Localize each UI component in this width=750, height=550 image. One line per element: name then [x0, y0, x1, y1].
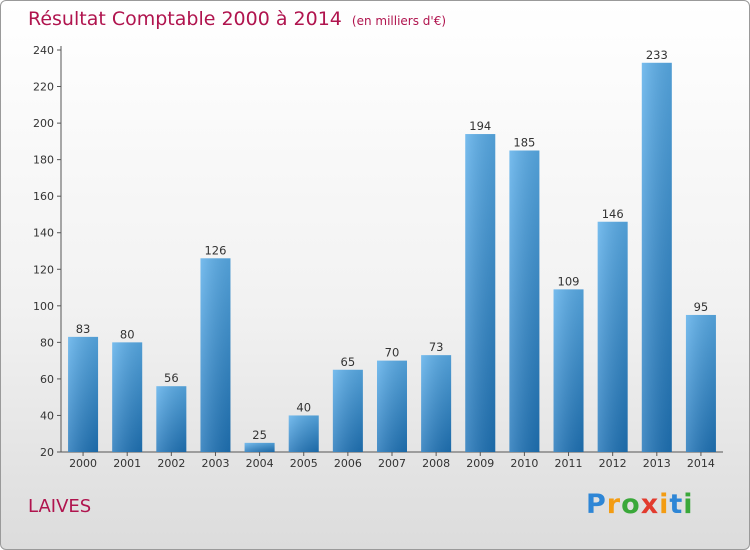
x-tick-label: 2007 — [378, 457, 406, 470]
chart-title-unit: (en milliers d'€) — [351, 14, 447, 28]
x-tick-label: 2000 — [69, 457, 97, 470]
bar-shade — [509, 150, 540, 452]
bar-shade — [597, 221, 628, 452]
chart-title: Résultat Comptable 2000 à 2014 (en millie… — [28, 8, 446, 30]
y-tick-label: 200 — [33, 117, 54, 130]
logo-letter: P — [586, 489, 607, 520]
commune-name: LAIVES — [28, 496, 92, 517]
bar-shade — [244, 442, 275, 452]
y-tick-label: 100 — [33, 300, 54, 313]
value-label: 126 — [204, 243, 226, 257]
logo-letter: i — [683, 489, 694, 520]
y-tick-label: 120 — [33, 263, 54, 276]
y-tick-label: 180 — [33, 154, 54, 167]
y-tick-label: 20 — [40, 446, 54, 459]
bar-shade — [685, 314, 716, 452]
value-label: 109 — [558, 274, 580, 288]
bar-shade — [112, 342, 143, 452]
bar-shade — [332, 369, 363, 452]
x-tick-label: 2011 — [555, 457, 583, 470]
value-label: 25 — [252, 428, 267, 442]
x-tick-label: 2004 — [246, 457, 274, 470]
logo-letter: r — [606, 489, 622, 520]
bar-shade — [68, 336, 99, 452]
value-label: 80 — [120, 327, 135, 341]
value-label: 95 — [694, 300, 709, 314]
bar-shade — [288, 415, 319, 452]
bar-shade — [377, 360, 407, 452]
x-tick-label: 2002 — [157, 457, 185, 470]
y-tick-label: 40 — [40, 409, 54, 422]
y-tick-label: 160 — [33, 190, 54, 203]
proxiti-logo: Proxiti — [586, 489, 694, 520]
bar-shade — [421, 355, 452, 452]
value-label: 40 — [296, 400, 311, 414]
x-tick-label: 2003 — [201, 457, 229, 470]
x-tick-label: 2010 — [510, 457, 538, 470]
x-tick-label: 2008 — [422, 457, 450, 470]
logo-letter: t — [669, 489, 684, 520]
x-tick-label: 2013 — [643, 457, 671, 470]
y-tick-label: 80 — [40, 336, 54, 349]
value-label: 73 — [429, 340, 444, 354]
value-label: 65 — [341, 355, 356, 369]
value-label: 56 — [164, 371, 179, 385]
bar-shade — [553, 289, 584, 452]
x-tick-label: 2012 — [599, 457, 627, 470]
bar-shade — [641, 62, 672, 453]
logo-letter: x — [640, 489, 660, 520]
y-tick-label: 220 — [33, 81, 54, 94]
value-label: 83 — [76, 322, 91, 336]
value-label: 185 — [513, 136, 535, 150]
y-tick-label: 60 — [40, 373, 54, 386]
bar-shade — [156, 386, 187, 452]
value-labels: 83 80 56 126 25 40 65 70 73 194 185 109 146 233 95 — [76, 48, 709, 442]
x-tick-label: 2005 — [290, 457, 318, 470]
bars — [68, 62, 716, 453]
y-tick-label: 240 — [33, 44, 54, 57]
x-tick-label: 2009 — [466, 457, 494, 470]
x-tick-label: 2001 — [113, 457, 141, 470]
value-label: 194 — [469, 119, 491, 133]
chart-title-main: Résultat Comptable 2000 à 2014 — [28, 8, 342, 30]
value-label: 70 — [385, 346, 400, 360]
logo-letter: i — [659, 489, 670, 520]
x-tick-label: 2006 — [334, 457, 362, 470]
logo-letter: o — [621, 489, 641, 520]
value-label: 233 — [646, 48, 668, 62]
value-label: 146 — [602, 207, 624, 221]
bar-shade — [200, 258, 231, 452]
bar-shade — [465, 134, 496, 452]
y-tick-label: 140 — [33, 227, 54, 240]
x-tick-label: 2014 — [687, 457, 715, 470]
